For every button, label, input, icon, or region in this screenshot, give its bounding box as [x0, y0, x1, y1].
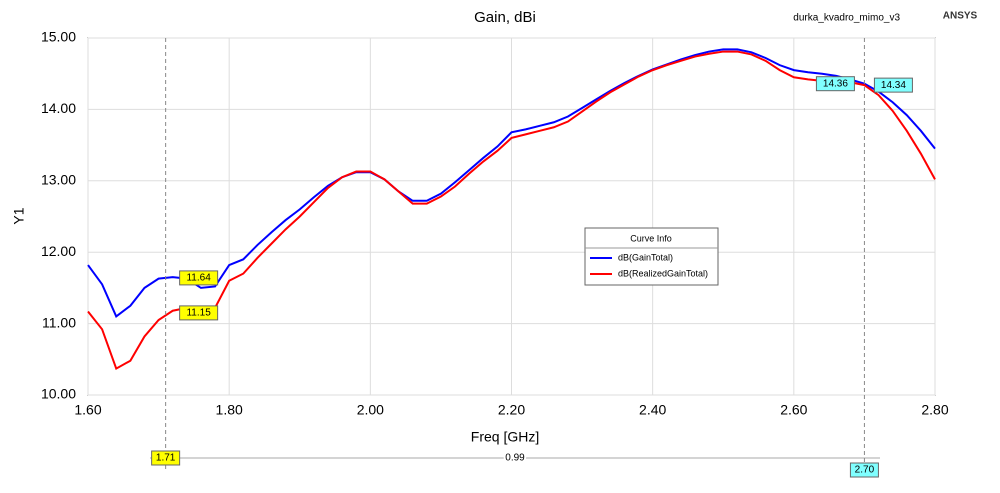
marker-value-label: 11.64 [186, 273, 211, 284]
marker-x-box [849, 462, 879, 478]
series-line [87, 50, 936, 371]
legend-title: Curve Info [630, 233, 672, 243]
y-tick-label: 12.00 [41, 243, 76, 259]
brand: ANSYS [943, 11, 978, 22]
y-tick-label: 14.00 [41, 100, 76, 116]
series-line [87, 48, 936, 319]
marker-x-box [151, 450, 181, 466]
chart-title: Gain, dBi [474, 9, 536, 26]
marker-value-label: 14.34 [881, 80, 906, 91]
marker-value-box [873, 77, 913, 93]
legend-label: dB(GainTotal) [618, 252, 673, 262]
x-tick-label: 2.20 [498, 402, 525, 418]
y-tick-label: 11.00 [42, 314, 76, 330]
x-tick-label: 2.00 [357, 402, 384, 418]
legend-box [584, 227, 719, 286]
marker-delta: 0.99 [505, 453, 525, 464]
x-tick-label: 1.60 [74, 402, 101, 418]
x-tick-label: 2.40 [639, 402, 666, 418]
y-tick-label: 13.00 [41, 172, 76, 188]
marker-value-label: 11.15 [186, 308, 211, 319]
x-tick-label: 2.80 [921, 402, 948, 418]
marker-x-label: 1.71 [156, 453, 176, 464]
x-axis-label: Freq [GHz] [471, 429, 539, 445]
legend-label: dB(RealizedGainTotal) [618, 268, 708, 278]
design-name: durka_kvadro_mimo_v3 [793, 13, 900, 24]
x-tick-label: 2.60 [780, 402, 807, 418]
marker-value-box [815, 76, 855, 92]
marker-x-label: 2.70 [855, 465, 875, 476]
y-tick-label: 10.00 [41, 386, 76, 402]
y-tick-label: 15.00 [41, 29, 76, 45]
marker-value-label: 14.36 [823, 78, 848, 89]
marker-value-box [179, 305, 219, 321]
marker-value-box [179, 270, 219, 286]
y-axis-label: Y1 [11, 207, 27, 224]
x-tick-label: 1.80 [216, 402, 243, 418]
